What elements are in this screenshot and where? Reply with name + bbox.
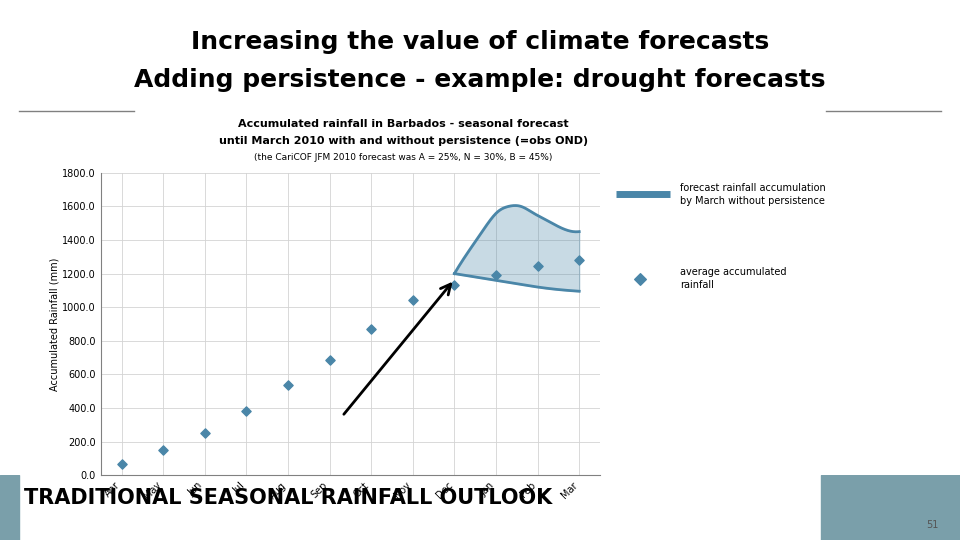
Point <box>571 256 587 265</box>
Text: average accumulated
rainfall: average accumulated rainfall <box>681 267 786 290</box>
Point <box>197 429 212 437</box>
Point <box>489 271 504 280</box>
Text: Accumulated rainfall in Barbados - seasonal forecast: Accumulated rainfall in Barbados - seaso… <box>238 119 568 129</box>
Bar <box>0 475 19 540</box>
Text: TRADITIONAL SEASONAL RAINFALL OUTLOOK: TRADITIONAL SEASONAL RAINFALL OUTLOOK <box>24 488 552 508</box>
Point <box>322 356 337 364</box>
Text: until March 2010 with and without persistence (=obs OND): until March 2010 with and without persis… <box>219 136 588 146</box>
Point <box>530 262 545 271</box>
Point <box>114 460 130 469</box>
Point <box>280 381 296 390</box>
Text: (the CariCOF JFM 2010 forecast was A = 25%, N = 30%, B = 45%): (the CariCOF JFM 2010 forecast was A = 2… <box>254 153 552 163</box>
Text: forecast rainfall accumulation
by March without persistence: forecast rainfall accumulation by March … <box>681 183 826 206</box>
Bar <box>821 475 960 540</box>
Point <box>405 296 420 305</box>
Text: Increasing the value of climate forecasts: Increasing the value of climate forecast… <box>191 30 769 53</box>
Point <box>446 281 462 289</box>
Text: Adding persistence - example: drought forecasts: Adding persistence - example: drought fo… <box>134 68 826 91</box>
Point <box>364 325 379 333</box>
Text: 51: 51 <box>926 520 939 530</box>
Point <box>156 446 171 454</box>
Point <box>239 406 254 415</box>
Y-axis label: Accumulated Rainfall (mm): Accumulated Rainfall (mm) <box>49 258 60 390</box>
